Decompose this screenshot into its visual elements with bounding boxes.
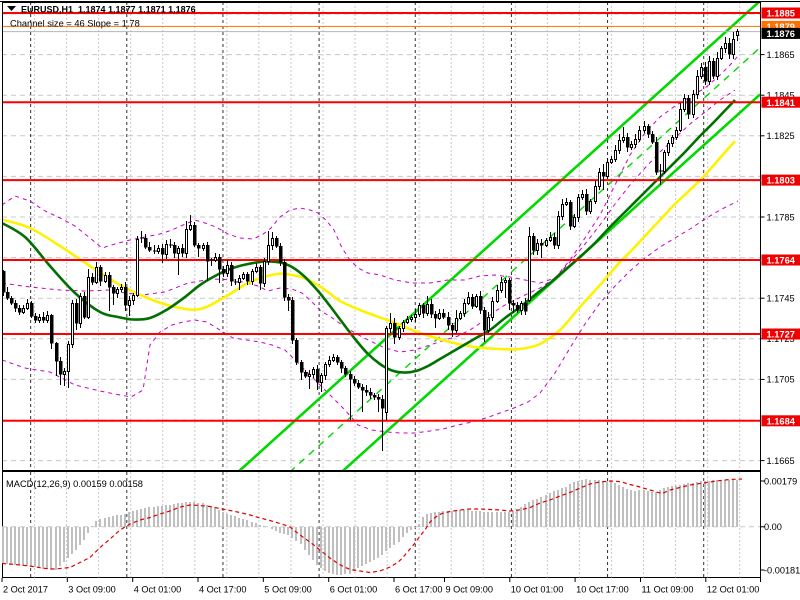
svg-text:1.1865: 1.1865 — [767, 50, 795, 60]
svg-text:5 Oct 09:00: 5 Oct 09:00 — [264, 585, 312, 595]
svg-text:1.1803: 1.1803 — [767, 176, 795, 186]
svg-text:3 Oct 09:00: 3 Oct 09:00 — [68, 585, 116, 595]
svg-text:10 Oct 17:00: 10 Oct 17:00 — [576, 585, 629, 595]
svg-text:10 Oct 01:00: 10 Oct 01:00 — [511, 585, 564, 595]
svg-text:1.1705: 1.1705 — [767, 375, 795, 385]
svg-text:4 Oct 01:00: 4 Oct 01:00 — [134, 585, 182, 595]
svg-text:1.1879: 1.1879 — [767, 22, 795, 32]
svg-text:1.1885: 1.1885 — [767, 9, 795, 19]
svg-text:6 Oct 17:00: 6 Oct 17:00 — [395, 585, 443, 595]
svg-text:9 Oct 09:00: 9 Oct 09:00 — [446, 585, 494, 595]
svg-text:11 Oct 09:00: 11 Oct 09:00 — [642, 585, 694, 595]
svg-text:1.1785: 1.1785 — [767, 212, 795, 222]
svg-text:1.1745: 1.1745 — [767, 294, 795, 304]
svg-text:1.1845: 1.1845 — [767, 91, 795, 101]
svg-text:1.1825: 1.1825 — [767, 131, 795, 141]
svg-text:0.00179: 0.00179 — [764, 476, 797, 486]
svg-text:1.1727: 1.1727 — [767, 330, 795, 340]
svg-text:1.1665: 1.1665 — [767, 456, 795, 466]
svg-text:0.00: 0.00 — [764, 522, 782, 532]
svg-text:1.1841: 1.1841 — [767, 98, 795, 108]
svg-text:6 Oct 01:00: 6 Oct 01:00 — [330, 585, 378, 595]
svg-text:-0.00181: -0.00181 — [764, 565, 800, 575]
svg-text:2 Oct 2017: 2 Oct 2017 — [3, 585, 48, 595]
svg-text:12 Oct 01:00: 12 Oct 01:00 — [707, 585, 760, 595]
svg-text:MACD(12,26,9) 0.00159 0.00158: MACD(12,26,9) 0.00159 0.00158 — [6, 479, 143, 489]
svg-text:1.1684: 1.1684 — [767, 416, 796, 426]
svg-text:4 Oct 17:00: 4 Oct 17:00 — [199, 585, 247, 595]
svg-text:1.1876: 1.1876 — [767, 29, 795, 39]
svg-text:EURUSD,H1 1.1874 1.1877 1.187: EURUSD,H1 1.1874 1.1877 1.1871 1.1876 — [21, 5, 196, 15]
svg-text:Channel size = 46 Slope = 1.78: Channel size = 46 Slope = 1.78 — [10, 19, 140, 29]
svg-text:1.1764: 1.1764 — [767, 256, 796, 266]
